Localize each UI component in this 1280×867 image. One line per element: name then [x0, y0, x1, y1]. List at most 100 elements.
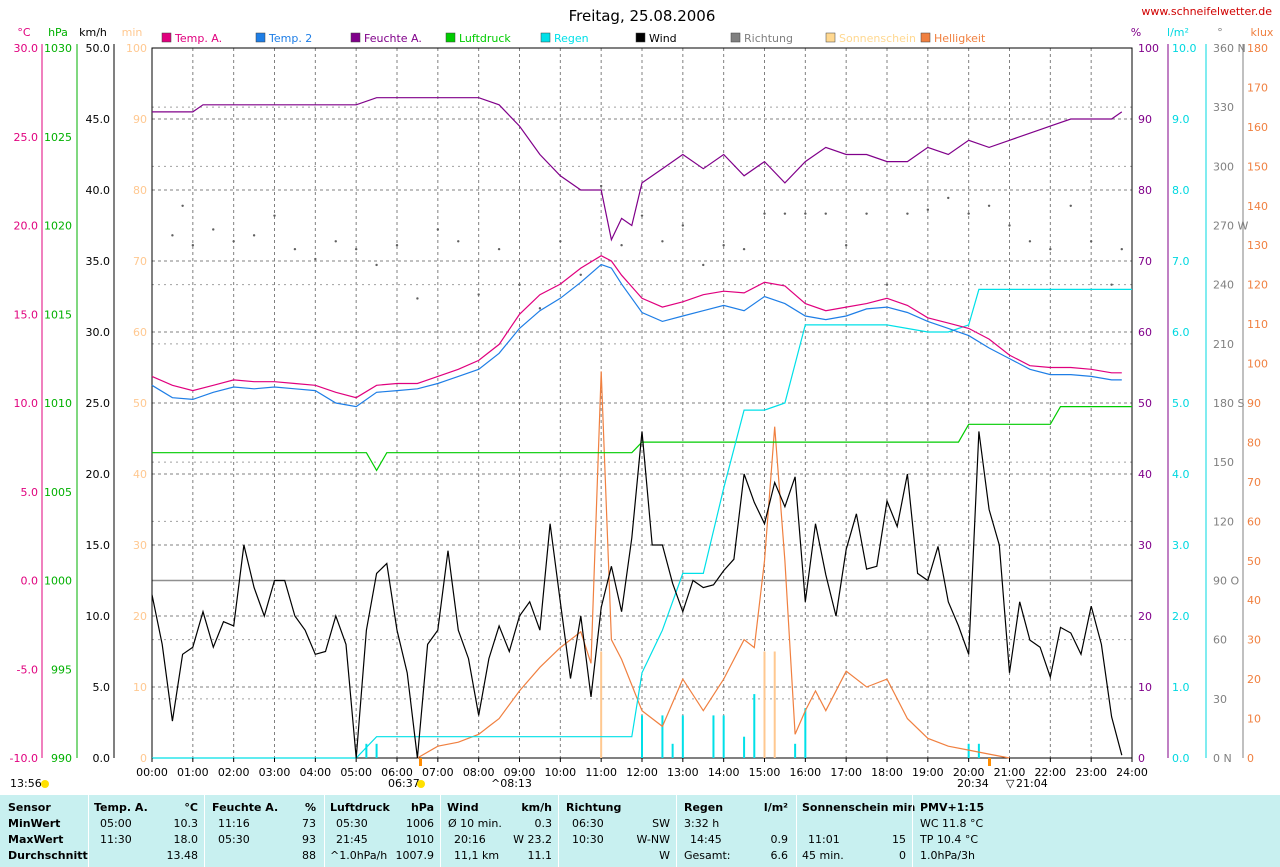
stats-hum-min-time: 11:16	[218, 817, 250, 830]
x-tick-label: 02:00	[218, 766, 250, 779]
pressure-tick: 1005	[44, 486, 72, 499]
direction-point	[314, 257, 317, 261]
rain-line	[152, 288, 1132, 759]
legend-swatch	[445, 32, 456, 43]
direction-point	[906, 212, 909, 215]
direction-point	[416, 297, 419, 300]
stats-sensor-col: Sensor MinWert MaxWert Durchschnitt	[0, 801, 88, 865]
stats-divider	[796, 795, 797, 867]
humidity-tick: 80	[1138, 184, 1152, 197]
temp-tick: 25.0	[14, 131, 39, 144]
lux-tick: 140	[1247, 200, 1268, 213]
stats-divider	[324, 795, 325, 867]
lux-tick: 170	[1247, 81, 1268, 94]
sun-tick: 80	[133, 184, 147, 197]
x-tick-label: 22:00	[1034, 766, 1066, 779]
direction-point	[375, 263, 378, 267]
direction-point	[273, 214, 276, 217]
stats-divider	[204, 795, 205, 867]
humidity-tick: 90	[1138, 113, 1152, 126]
stats-wind-max: W 23.2	[513, 833, 552, 846]
stats-dir-min: SW	[652, 817, 670, 830]
stats-temp-unit: °C	[184, 801, 198, 814]
humidity-tick: 10	[1138, 681, 1152, 694]
axes: °C 30.0 25.0 20.0 15.0 10.0 5.0 0.0 -5.0 -10.0 hPa…	[10, 26, 1274, 765]
rain-unit-label: l/m²	[1167, 26, 1189, 39]
stats-press-trend: ^1.0hPa/h	[330, 849, 388, 862]
stats-rain-title: Regen	[684, 801, 724, 814]
x-tick-label: 06:00	[381, 766, 413, 779]
stats-sun-total: 45 min.	[802, 849, 844, 862]
direction-point	[191, 244, 195, 247]
sun-tick: 70	[133, 255, 147, 268]
stats-sun-title: Sonnenschein min	[802, 801, 916, 814]
direction-point	[395, 244, 399, 247]
pressure-tick: 1000	[44, 575, 72, 588]
direction-point	[334, 240, 337, 243]
stats-divider	[912, 795, 913, 867]
legend-swatch	[161, 32, 172, 43]
lux-tick: 160	[1247, 121, 1268, 134]
direction-point	[844, 244, 848, 247]
temp-unit-label: °C	[17, 26, 31, 39]
legend-swatch	[350, 32, 361, 43]
lux-tick: 40	[1247, 594, 1261, 607]
pressure-tick: 1020	[44, 220, 72, 233]
lux-tick: 10	[1247, 713, 1261, 726]
direction-tick: 30	[1213, 693, 1227, 706]
direction-point	[354, 247, 358, 251]
brightness-line	[417, 371, 1010, 759]
direction-point	[947, 196, 950, 200]
sunset-arrow-icon: ▽	[1006, 777, 1015, 790]
x-tick-label: 07:00	[422, 766, 454, 779]
wind-tick: 40.0	[86, 184, 111, 197]
direction-point	[620, 244, 623, 247]
wind-tick: 5.0	[93, 681, 111, 694]
stats-rain-total-label: Gesamt:	[684, 849, 731, 862]
stats-min-label: MinWert	[8, 817, 61, 830]
stats-press-title: Luftdruck	[330, 801, 390, 814]
humidity-tick: 60	[1138, 326, 1152, 339]
stats-divider	[676, 795, 677, 867]
stats-panel: Sensor MinWert MaxWert Durchschnitt Temp…	[0, 795, 1280, 867]
temp-tick: 20.0	[14, 220, 39, 233]
humidity-tick: 20	[1138, 610, 1152, 623]
stats-press-max-time: 21:45	[336, 833, 368, 846]
x-tick-label: 20:00	[953, 766, 985, 779]
sunset-tick-icon	[988, 758, 991, 766]
stats-rain-max-time: 14:45	[690, 833, 722, 846]
temp-tick: 10.0	[14, 397, 39, 410]
sun-tick: 40	[133, 468, 147, 481]
x-tick-label: 01:00	[177, 766, 209, 779]
direction-point	[702, 263, 705, 267]
series-layer	[151, 97, 1132, 759]
pressure-tick: 1025	[44, 131, 72, 144]
direction-point	[763, 212, 766, 215]
direction-tick: 60	[1213, 634, 1227, 647]
legend: Temp. A. Temp. 2 Feuchte A. Luftdruck Regen W…	[161, 32, 986, 45]
stats-wind-min: 0.3	[534, 817, 553, 830]
direction-point	[436, 228, 440, 231]
direction-point	[722, 244, 725, 247]
direction-point	[181, 204, 184, 207]
lux-tick: 60	[1247, 515, 1261, 528]
stats-dir-col: Richtung 06:30 SW 10:30 W-NW W	[558, 801, 676, 865]
stats-dir-max-time: 10:30	[572, 833, 604, 846]
rain-tick: 0.0	[1172, 752, 1190, 765]
direction-point	[742, 247, 746, 251]
humidity-tick: 40	[1138, 468, 1152, 481]
x-tick-label: 04:00	[299, 766, 331, 779]
stats-wind-title: Wind	[447, 801, 479, 814]
humidity-tick: 100	[1138, 42, 1159, 55]
stats-sun-max: 15	[892, 833, 906, 846]
direction-tick: 240	[1213, 279, 1234, 292]
sun-tick: 50	[133, 397, 147, 410]
stats-pmv-wc: WC 11.8 °C	[920, 817, 984, 830]
x-tick-label: 08:00	[463, 766, 495, 779]
direction-tick: 360 N	[1213, 42, 1246, 55]
stats-hum-col: Feuchte A.% 11:16 73 05:30 93 88	[204, 801, 324, 865]
site-link[interactable]: www.schneifelwetter.de	[1141, 5, 1272, 18]
rain-tick: 2.0	[1172, 610, 1190, 623]
stats-sun-avg: 0	[899, 849, 906, 862]
stats-avg-label: Durchschnitt	[8, 849, 88, 862]
